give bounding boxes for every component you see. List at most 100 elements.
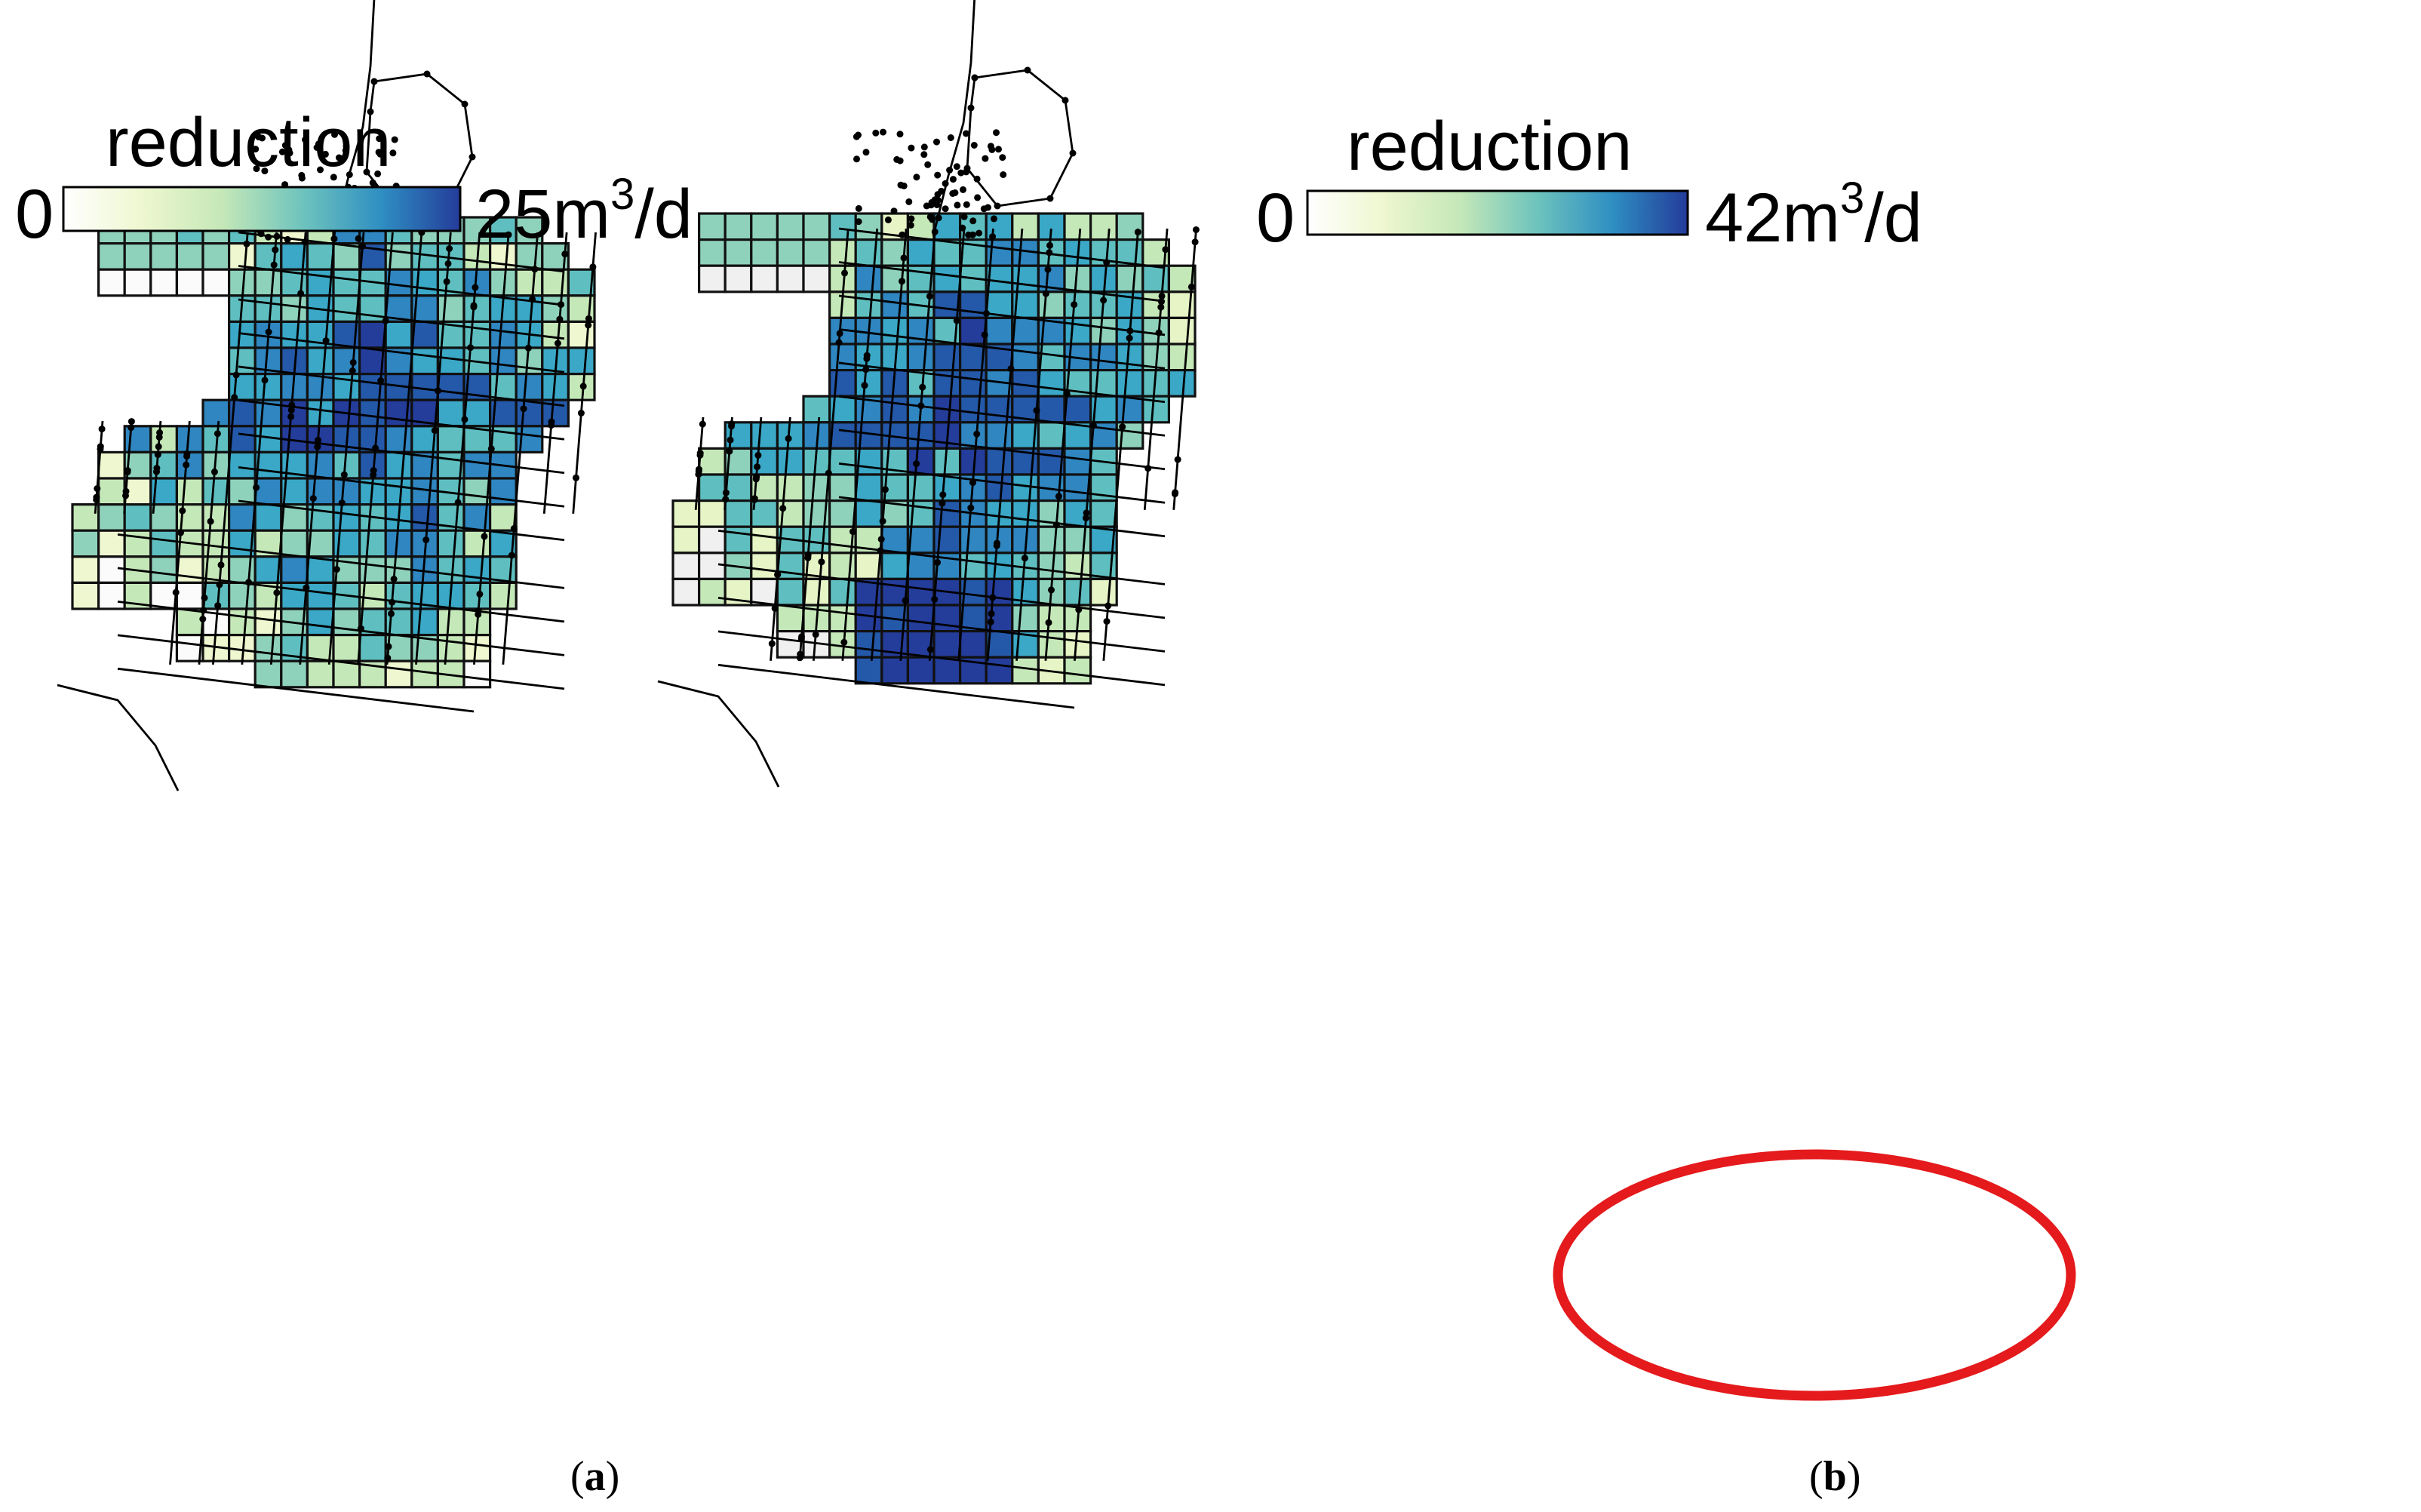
- grid-cell: [750, 525, 779, 555]
- grid-cell: [985, 525, 1014, 555]
- pipe-node: [183, 461, 190, 469]
- pipe-node: [812, 631, 819, 638]
- grid-cell: [750, 447, 779, 476]
- pipe-node: [951, 189, 959, 196]
- grid-cell: [306, 346, 335, 376]
- pipe-node: [1045, 619, 1052, 626]
- grid-cell: [228, 425, 257, 453]
- pipe-node: [913, 460, 920, 468]
- grid-cell: [358, 555, 387, 584]
- pipe-node: [988, 610, 995, 617]
- grid-cell: [541, 294, 570, 323]
- pipe-node: [423, 70, 431, 78]
- pipe-node: [981, 331, 988, 339]
- pipe-node: [796, 654, 803, 662]
- grid-cell: [1063, 447, 1092, 476]
- grid-cell: [97, 555, 126, 584]
- pipe-node: [900, 254, 908, 262]
- grid-cell: [228, 346, 257, 376]
- grid-cell: [97, 268, 126, 297]
- grid-cell: [358, 633, 387, 662]
- grid-cell: [750, 499, 779, 528]
- grid-cell: [906, 343, 936, 372]
- pipe-node: [896, 157, 904, 164]
- pipe: [238, 265, 565, 306]
- grid-cell: [1089, 212, 1118, 241]
- grid-cell: [828, 447, 857, 476]
- grid-cell: [253, 502, 283, 532]
- pipe: [386, 232, 423, 665]
- grid-cell: [724, 473, 753, 502]
- grid-cell: [854, 656, 883, 685]
- grid-cell: [253, 294, 283, 323]
- pipe-node: [252, 146, 260, 153]
- grid-cell: [436, 373, 465, 401]
- pipe-node: [974, 194, 982, 201]
- grid-cell: [1037, 421, 1066, 450]
- pipe: [717, 663, 1075, 709]
- grid-cell: [306, 581, 335, 610]
- grid-cell: [1037, 369, 1066, 398]
- grid-cell: [724, 212, 753, 241]
- pipe: [928, 228, 966, 661]
- pipe-node: [902, 597, 909, 604]
- pipe: [238, 298, 565, 340]
- pipe-node: [461, 416, 469, 423]
- grid-cell: [880, 290, 910, 319]
- grid-cell: [384, 320, 413, 349]
- pipe-node: [301, 238, 309, 246]
- grid-cell: [1115, 395, 1144, 424]
- grid-cell: [750, 238, 779, 267]
- pipe: [1015, 228, 1052, 661]
- pipe-node: [467, 344, 475, 352]
- grid-cell: [123, 529, 152, 558]
- grid-cell: [854, 238, 883, 267]
- pipe-node: [890, 207, 898, 215]
- grid-cell: [697, 264, 727, 293]
- pipe-node: [313, 144, 321, 151]
- grid-cell: [175, 242, 204, 271]
- pipe-node: [1158, 292, 1166, 300]
- pipe-node: [926, 213, 934, 220]
- grid-cell: [462, 398, 492, 428]
- pipe-node: [774, 570, 782, 578]
- pipe-node: [1083, 515, 1089, 522]
- grid-cell: [253, 633, 283, 662]
- pipe-node: [454, 499, 462, 506]
- grid-cell: [985, 421, 1014, 450]
- pipe-node: [1075, 606, 1083, 613]
- pipe-node: [154, 451, 161, 459]
- grid-cell: [384, 529, 413, 558]
- grid-cell: [175, 555, 204, 584]
- pipe-node: [960, 213, 968, 220]
- pipe-node: [370, 467, 377, 474]
- grid-cell: [462, 294, 492, 323]
- grid-cell: [149, 425, 179, 453]
- pipe-node: [862, 149, 870, 156]
- pipe: [838, 294, 1166, 337]
- pipe-node: [391, 136, 398, 143]
- grid-cell: [776, 447, 805, 476]
- grid-cell: [1063, 290, 1092, 319]
- pipe-node: [1174, 456, 1181, 463]
- grid-cell: [228, 581, 257, 610]
- grid-cell: [97, 450, 126, 480]
- pipe-node: [818, 558, 825, 566]
- grid-cell: [1115, 264, 1144, 293]
- grid-cell: [802, 264, 831, 293]
- grid-cell: [880, 395, 910, 424]
- pipe-node: [199, 616, 207, 622]
- pipe-node: [370, 78, 378, 85]
- pipe-node: [988, 146, 996, 153]
- grid-cell: [958, 316, 988, 346]
- pipe-node: [476, 590, 484, 598]
- pipe-node: [967, 104, 975, 112]
- pipe-node: [172, 589, 180, 596]
- pipe: [198, 420, 220, 665]
- grid-cell: [149, 581, 179, 610]
- grid-cell: [776, 604, 805, 633]
- pipe-node: [987, 618, 994, 625]
- pipe-node: [177, 529, 184, 536]
- grid-cell: [384, 581, 413, 610]
